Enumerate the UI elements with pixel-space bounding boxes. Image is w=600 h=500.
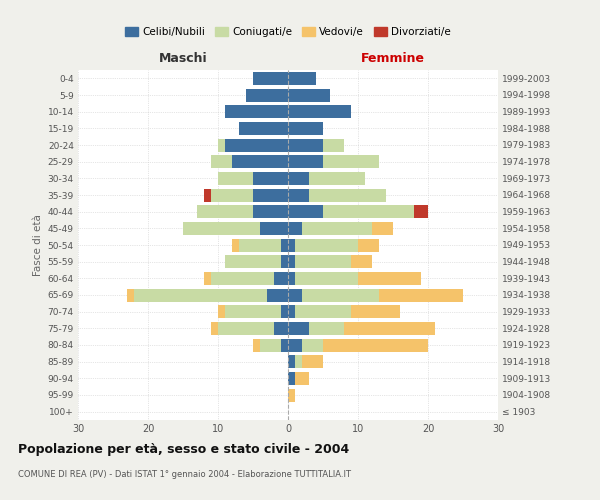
Bar bbox=[379, 288, 463, 302]
Bar bbox=[274, 272, 288, 285]
Bar bbox=[288, 188, 309, 202]
Bar bbox=[288, 322, 309, 335]
Bar bbox=[253, 205, 288, 218]
Bar bbox=[288, 222, 302, 235]
Bar bbox=[288, 372, 295, 385]
Text: COMUNE DI REA (PV) - Dati ISTAT 1° gennaio 2004 - Elaborazione TUTTITALIA.IT: COMUNE DI REA (PV) - Dati ISTAT 1° genna… bbox=[18, 470, 351, 479]
Bar bbox=[218, 305, 225, 318]
Bar bbox=[197, 205, 253, 218]
Legend: Celibi/Nubili, Coniugati/e, Vedovi/e, Divorziati/e: Celibi/Nubili, Coniugati/e, Vedovi/e, Di… bbox=[121, 22, 455, 42]
Bar bbox=[225, 305, 281, 318]
Bar bbox=[232, 238, 239, 252]
Bar bbox=[288, 272, 295, 285]
Bar bbox=[351, 305, 400, 318]
Bar bbox=[288, 355, 295, 368]
Bar bbox=[302, 355, 323, 368]
Bar bbox=[218, 138, 225, 151]
Bar bbox=[295, 255, 351, 268]
Bar bbox=[288, 255, 295, 268]
Bar bbox=[246, 88, 288, 102]
Bar bbox=[288, 172, 309, 185]
Bar bbox=[260, 338, 281, 351]
Text: Maschi: Maschi bbox=[158, 52, 208, 65]
Bar bbox=[225, 138, 288, 151]
Bar bbox=[225, 255, 281, 268]
Bar bbox=[295, 272, 358, 285]
Bar bbox=[302, 222, 372, 235]
Text: Popolazione per età, sesso e stato civile - 2004: Popolazione per età, sesso e stato civil… bbox=[18, 442, 349, 456]
Bar bbox=[288, 388, 295, 402]
Bar bbox=[232, 155, 288, 168]
Bar bbox=[239, 238, 281, 252]
Bar bbox=[288, 138, 323, 151]
Bar bbox=[288, 105, 351, 118]
Bar bbox=[372, 222, 393, 235]
Bar bbox=[211, 188, 253, 202]
Bar bbox=[253, 338, 260, 351]
Bar bbox=[358, 272, 421, 285]
Bar bbox=[288, 72, 316, 85]
Bar bbox=[253, 188, 288, 202]
Bar bbox=[323, 155, 379, 168]
Bar bbox=[239, 122, 288, 135]
Bar bbox=[253, 172, 288, 185]
Text: Femmine: Femmine bbox=[361, 52, 425, 65]
Bar bbox=[288, 338, 302, 351]
Bar bbox=[288, 205, 323, 218]
Y-axis label: Fasce di età: Fasce di età bbox=[34, 214, 43, 276]
Bar bbox=[288, 305, 295, 318]
Bar bbox=[281, 305, 288, 318]
Bar bbox=[295, 238, 358, 252]
Bar bbox=[288, 238, 295, 252]
Bar bbox=[309, 188, 386, 202]
Bar bbox=[281, 255, 288, 268]
Bar bbox=[204, 272, 211, 285]
Bar bbox=[309, 172, 365, 185]
Bar bbox=[295, 355, 302, 368]
Bar bbox=[295, 372, 309, 385]
Bar bbox=[267, 288, 288, 302]
Bar bbox=[211, 155, 232, 168]
Bar bbox=[211, 272, 274, 285]
Bar bbox=[288, 155, 323, 168]
Bar bbox=[218, 172, 253, 185]
Bar bbox=[295, 305, 351, 318]
Bar bbox=[204, 188, 211, 202]
Bar bbox=[288, 88, 330, 102]
Bar bbox=[344, 322, 435, 335]
Bar bbox=[183, 222, 260, 235]
Bar bbox=[288, 122, 323, 135]
Bar bbox=[302, 338, 323, 351]
Bar bbox=[288, 288, 302, 302]
Bar bbox=[260, 222, 288, 235]
Bar bbox=[358, 238, 379, 252]
Bar bbox=[351, 255, 372, 268]
Bar bbox=[414, 205, 428, 218]
Bar bbox=[253, 72, 288, 85]
Bar bbox=[281, 238, 288, 252]
Bar bbox=[323, 338, 428, 351]
Bar bbox=[302, 288, 379, 302]
Bar bbox=[211, 322, 218, 335]
Bar bbox=[127, 288, 134, 302]
Bar bbox=[309, 322, 344, 335]
Bar bbox=[281, 338, 288, 351]
Bar bbox=[274, 322, 288, 335]
Bar bbox=[218, 322, 274, 335]
Bar bbox=[323, 138, 344, 151]
Bar bbox=[134, 288, 267, 302]
Bar bbox=[225, 105, 288, 118]
Bar bbox=[323, 205, 414, 218]
